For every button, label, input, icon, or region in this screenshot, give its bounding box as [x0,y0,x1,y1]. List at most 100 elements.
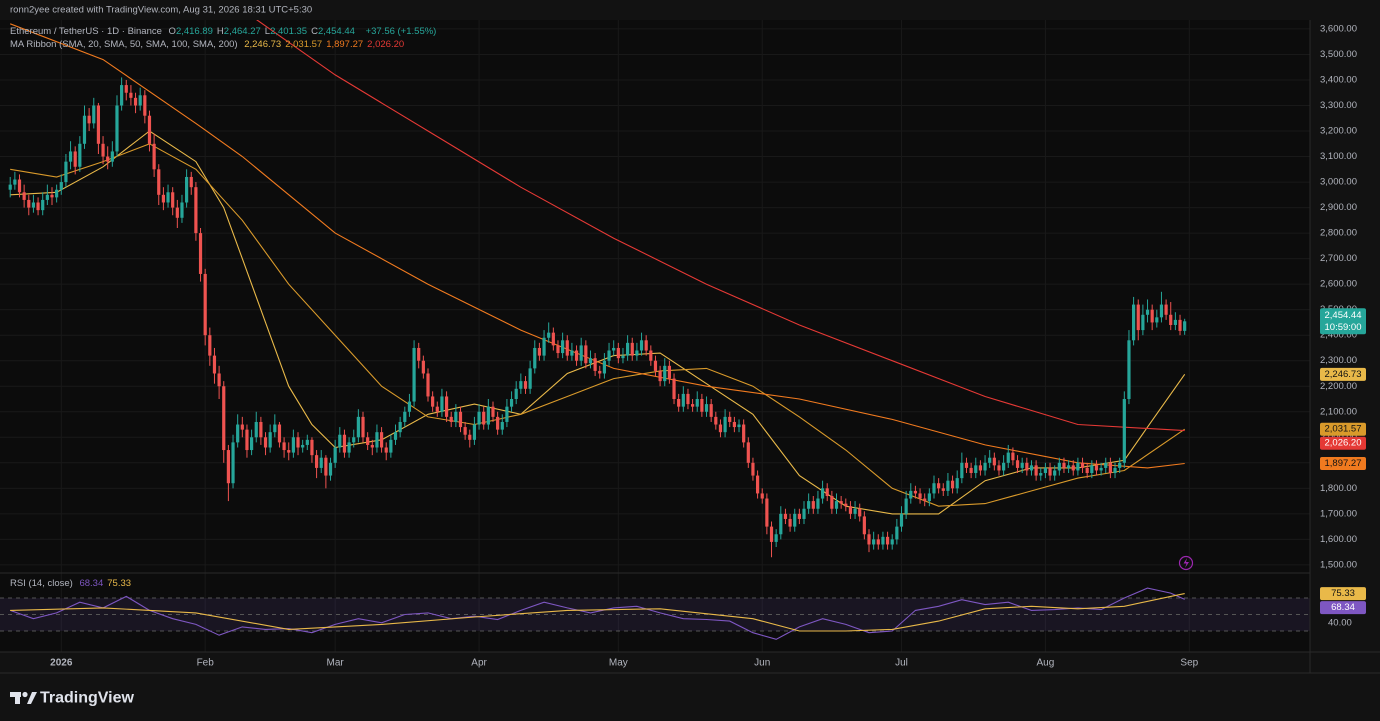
logo-part [15,692,20,704]
candle-body [64,161,68,183]
candle-body [203,273,207,336]
candle-body [937,483,941,489]
candle-body [797,513,801,519]
candle-body [872,539,876,545]
candle-body [667,365,671,379]
ohlc-value: 2,416.89 [175,26,213,37]
candle-body [551,332,555,346]
candle-body [87,115,91,124]
candle-body [983,462,987,471]
candle-body [398,421,402,433]
candle-body [129,92,133,98]
price-badge [1320,601,1366,615]
candle-body [969,467,973,474]
candle-body [166,192,170,203]
price-badge [1320,308,1366,335]
candle-body [59,182,63,190]
ma-line [10,23,1185,469]
candle-body [760,493,764,499]
candle-body [505,406,509,422]
candle-body [649,350,653,361]
candle-body [941,488,945,491]
x-tick-label: Aug [1037,658,1055,669]
candle-body [393,432,398,440]
candle-body [198,233,203,274]
candle-body [1127,340,1131,400]
candle-body [691,404,695,407]
x-tick-label: Apr [471,658,487,669]
candle-body [96,105,101,144]
candle-body [1136,304,1140,331]
candle-body [1085,467,1089,474]
candle-body [1043,467,1048,474]
candle-body [245,429,249,451]
candle-body [259,421,263,438]
candle-body [635,350,639,356]
candle-body [254,421,258,438]
y-tick-label: 3,100.00 [1320,151,1357,162]
candle-body [110,151,114,162]
candle-body [714,416,718,425]
candle-body [561,340,565,354]
candle-body [783,513,788,519]
candle-body [514,388,518,400]
y-tick-label: 3,300.00 [1320,100,1357,111]
candle-body [974,465,978,474]
candle-body [1141,314,1145,331]
rsi-line [10,593,1185,632]
candle-body [820,488,825,499]
x-tick-label: Feb [197,658,215,669]
candle-body [881,536,885,545]
y-tick-label: 3,000.00 [1320,177,1357,188]
candle-body [1145,309,1150,315]
candle-body [704,404,709,412]
candle-body [681,393,685,407]
candle-body [672,378,676,400]
ohlc-values: O2,416.89 H2,464.27 L2,401.35 C2,454.44 [169,26,359,37]
candle-body [858,508,862,517]
candle-body [909,490,913,499]
candle-body [1029,465,1034,471]
candle-body [41,199,45,211]
price-badge-label: 68.34 [1331,602,1355,613]
candle-body [1132,304,1136,341]
candle-body [375,432,379,448]
candle-body [1067,465,1071,468]
candle-body [55,189,59,198]
rsi-values: 68.34 75.33 [79,578,135,589]
candle-body [523,381,528,389]
candle-body [361,416,365,438]
ma-line [256,20,1185,432]
candle-body [1006,452,1010,463]
candle-body [407,401,412,412]
candle-body [36,202,40,211]
y-tick-label: 2,100.00 [1320,406,1357,417]
candle-body [333,447,337,463]
candle-body [811,501,815,509]
candle-body [240,424,244,430]
candle-body [1048,467,1052,476]
candle-body [732,421,736,428]
candle-body [124,85,128,93]
candle-body [579,345,583,361]
ma-value: 2,026.20 [367,39,405,50]
candle-body [231,442,235,484]
candle-body [802,508,806,519]
candle-body [946,480,950,491]
candle-body [50,194,54,198]
candle-body [565,340,569,356]
candle-body [853,508,857,514]
alert-icon[interactable] [1178,555,1194,571]
candle-body [421,360,425,374]
ohlc-value: 2,464.27 [223,26,261,37]
candle-body [482,411,486,425]
candle-body [997,465,1001,471]
price-badge [1320,367,1366,381]
candle-body [454,411,458,422]
candle-body [389,439,393,453]
candle-body [92,105,96,124]
candle-body [547,332,551,338]
candle-body [417,347,421,361]
candle-body [769,526,774,542]
price-badge-label: 75.33 [1331,588,1355,599]
